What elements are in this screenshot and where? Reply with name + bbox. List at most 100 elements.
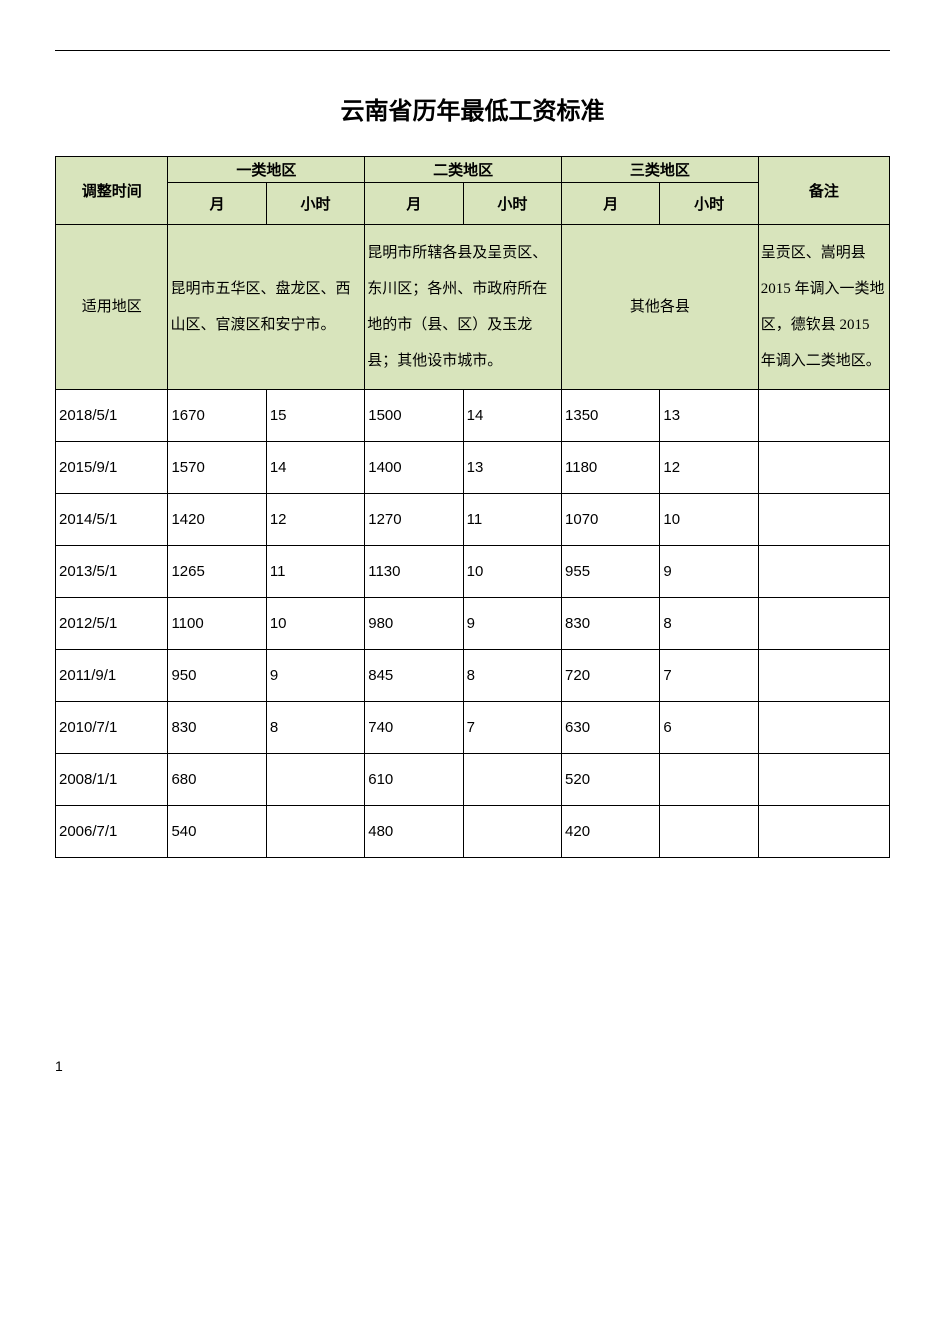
cell-z3h: 7 bbox=[660, 650, 758, 702]
cell-z1m: 830 bbox=[168, 702, 266, 754]
cell-z1m: 1570 bbox=[168, 442, 266, 494]
cell-z3m: 520 bbox=[562, 754, 660, 806]
cell-date: 2008/1/1 bbox=[56, 754, 168, 806]
cell-z3h: 9 bbox=[660, 546, 758, 598]
table-row: 2008/1/1680 610 520 bbox=[56, 754, 890, 806]
cell-z2h: 13 bbox=[463, 442, 561, 494]
th-zone3: 三类地区 bbox=[562, 157, 759, 183]
cell-z2m: 1500 bbox=[365, 390, 463, 442]
th-zone2: 二类地区 bbox=[365, 157, 562, 183]
table-row: 2014/5/1142012127011107010 bbox=[56, 494, 890, 546]
cell-z3h: 13 bbox=[660, 390, 758, 442]
cell-z2m: 1270 bbox=[365, 494, 463, 546]
cell-z3m: 420 bbox=[562, 806, 660, 858]
cell-z2m: 610 bbox=[365, 754, 463, 806]
cell-note bbox=[758, 494, 889, 546]
cell-z2h: 8 bbox=[463, 650, 561, 702]
cell-z2h: 11 bbox=[463, 494, 561, 546]
cell-z1m: 1420 bbox=[168, 494, 266, 546]
cell-z2m: 480 bbox=[365, 806, 463, 858]
cell-z1h: 10 bbox=[266, 598, 364, 650]
cell-date: 2012/5/1 bbox=[56, 598, 168, 650]
region-label: 适用地区 bbox=[56, 225, 168, 390]
page-title: 云南省历年最低工资标准 bbox=[55, 91, 890, 126]
cell-date: 2018/5/1 bbox=[56, 390, 168, 442]
cell-z2h bbox=[463, 806, 561, 858]
cell-z2h: 9 bbox=[463, 598, 561, 650]
cell-z3h: 6 bbox=[660, 702, 758, 754]
wage-table: 调整时间 一类地区 二类地区 三类地区 备注 月 小时 月 小时 月 小时 适用… bbox=[55, 156, 890, 858]
cell-z1h: 9 bbox=[266, 650, 364, 702]
cell-z2m: 740 bbox=[365, 702, 463, 754]
cell-z2h: 10 bbox=[463, 546, 561, 598]
cell-z1m: 540 bbox=[168, 806, 266, 858]
cell-note bbox=[758, 390, 889, 442]
cell-z1h bbox=[266, 754, 364, 806]
page-number: 1 bbox=[55, 1058, 890, 1074]
table-row: 2006/7/1540 480 420 bbox=[56, 806, 890, 858]
cell-z1h: 14 bbox=[266, 442, 364, 494]
table-row: 2015/9/1157014140013118012 bbox=[56, 442, 890, 494]
region-zone1: 昆明市五华区、盘龙区、西山区、官渡区和安宁市。 bbox=[168, 225, 365, 390]
cell-z1h: 11 bbox=[266, 546, 364, 598]
cell-note bbox=[758, 650, 889, 702]
cell-date: 2010/7/1 bbox=[56, 702, 168, 754]
table-row: 2012/5/111001098098308 bbox=[56, 598, 890, 650]
cell-z3m: 1180 bbox=[562, 442, 660, 494]
cell-z3h: 8 bbox=[660, 598, 758, 650]
cell-z3h bbox=[660, 754, 758, 806]
cell-z1h: 8 bbox=[266, 702, 364, 754]
table-row: 2013/5/11265111130109559 bbox=[56, 546, 890, 598]
cell-z2m: 1130 bbox=[365, 546, 463, 598]
cell-date: 2015/9/1 bbox=[56, 442, 168, 494]
table-row: 2018/5/1167015150014135013 bbox=[56, 390, 890, 442]
cell-z2h: 7 bbox=[463, 702, 561, 754]
cell-z2m: 980 bbox=[365, 598, 463, 650]
region-zone2: 昆明市所辖各县及呈贡区、东川区；各州、市政府所在地的市（县、区）及玉龙县；其他设… bbox=[365, 225, 562, 390]
region-zone3: 其他各县 bbox=[562, 225, 759, 390]
cell-date: 2011/9/1 bbox=[56, 650, 168, 702]
th-z3-month: 月 bbox=[562, 183, 660, 225]
cell-z1m: 1670 bbox=[168, 390, 266, 442]
cell-z2m: 845 bbox=[365, 650, 463, 702]
table-row: 2010/7/1830874076306 bbox=[56, 702, 890, 754]
cell-z3h: 12 bbox=[660, 442, 758, 494]
cell-z3m: 830 bbox=[562, 598, 660, 650]
region-note: 呈贡区、嵩明县 2015 年调入一类地区，德钦县 2015 年调入二类地区。 bbox=[758, 225, 889, 390]
cell-z2m: 1400 bbox=[365, 442, 463, 494]
cell-z1h: 12 bbox=[266, 494, 364, 546]
cell-z3h bbox=[660, 806, 758, 858]
top-rule bbox=[55, 50, 890, 51]
cell-z3m: 1070 bbox=[562, 494, 660, 546]
cell-note bbox=[758, 702, 889, 754]
cell-z1m: 680 bbox=[168, 754, 266, 806]
cell-z1h: 15 bbox=[266, 390, 364, 442]
cell-date: 2006/7/1 bbox=[56, 806, 168, 858]
cell-z2h bbox=[463, 754, 561, 806]
cell-z3m: 1350 bbox=[562, 390, 660, 442]
cell-z1m: 1265 bbox=[168, 546, 266, 598]
cell-date: 2013/5/1 bbox=[56, 546, 168, 598]
th-z2-month: 月 bbox=[365, 183, 463, 225]
th-z1-hour: 小时 bbox=[266, 183, 364, 225]
cell-note bbox=[758, 546, 889, 598]
th-time: 调整时间 bbox=[56, 157, 168, 225]
cell-z3m: 720 bbox=[562, 650, 660, 702]
cell-note bbox=[758, 598, 889, 650]
cell-note bbox=[758, 754, 889, 806]
th-z2-hour: 小时 bbox=[463, 183, 561, 225]
cell-z3m: 955 bbox=[562, 546, 660, 598]
th-zone1: 一类地区 bbox=[168, 157, 365, 183]
cell-z3h: 10 bbox=[660, 494, 758, 546]
cell-note bbox=[758, 806, 889, 858]
th-note: 备注 bbox=[758, 157, 889, 225]
th-z1-month: 月 bbox=[168, 183, 266, 225]
cell-z1h bbox=[266, 806, 364, 858]
cell-z2h: 14 bbox=[463, 390, 561, 442]
cell-z3m: 630 bbox=[562, 702, 660, 754]
cell-note bbox=[758, 442, 889, 494]
th-z3-hour: 小时 bbox=[660, 183, 758, 225]
table-row: 2011/9/1950984587207 bbox=[56, 650, 890, 702]
cell-date: 2014/5/1 bbox=[56, 494, 168, 546]
cell-z1m: 950 bbox=[168, 650, 266, 702]
